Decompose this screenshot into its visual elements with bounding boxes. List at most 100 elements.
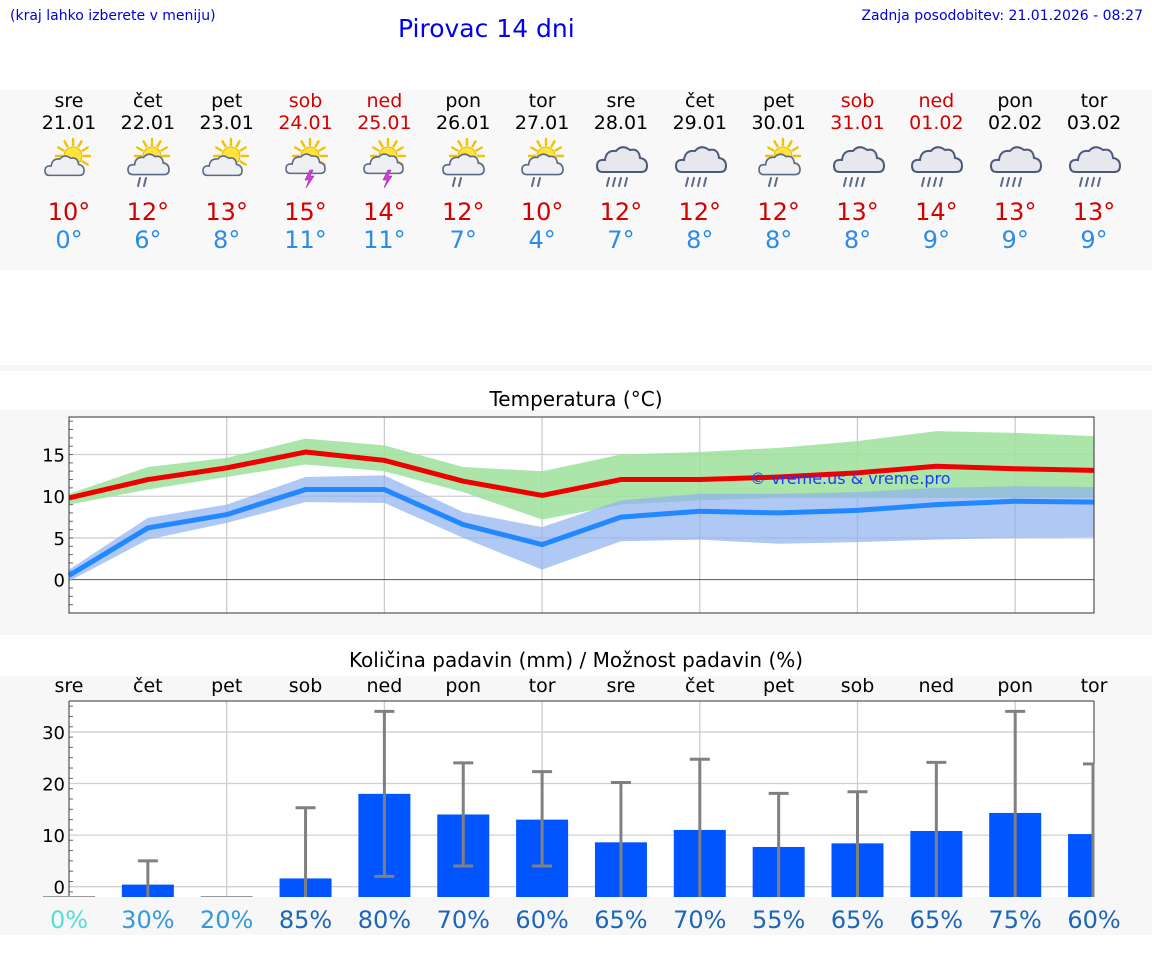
- plot-frame: [68, 416, 1095, 614]
- x-tick-label: pon: [997, 675, 1033, 697]
- precipitation-probability: 65%: [594, 906, 647, 934]
- day-name: tor: [528, 90, 556, 112]
- precipitation-probability: 70%: [437, 906, 490, 934]
- y-tick-label: 0: [54, 571, 65, 592]
- x-tick-label: pet: [211, 675, 242, 697]
- cloud-part: [911, 146, 964, 173]
- cloud-part: [832, 146, 885, 173]
- cloud-part: [44, 155, 85, 177]
- cloud-part: [521, 153, 564, 176]
- precipitation-probability: 70%: [673, 906, 726, 934]
- day-name: sre: [54, 90, 84, 112]
- precipitation-chart-title: Količina padavin (mm) / Možnost padavin …: [348, 648, 804, 672]
- day-name: ned: [366, 90, 403, 112]
- y-tick-label: 5: [54, 529, 65, 550]
- max-temperature-line: [68, 449, 1095, 501]
- sun-cloud-rain-icon: [757, 138, 801, 187]
- min-temperature: 9°: [1001, 226, 1029, 254]
- temperature-chart: 0 5 10 15 © vreme.us & vreme.pro: [42, 416, 1095, 614]
- day-date: 29.01: [672, 112, 727, 134]
- daily-forecast-strip: sre 21.01 10° 0° čet 22.01 12° 6° pet 23.01 13° 8° s…: [0, 90, 1152, 270]
- min-temperature: 9°: [922, 226, 950, 254]
- max-temperature: 12°: [126, 198, 170, 226]
- precipitation-bar: [1068, 834, 1094, 897]
- x-tick-label: sre: [606, 675, 635, 697]
- min-temperature: 6°: [134, 226, 162, 254]
- precipitation-chart: 0 10 20 30 sre čet pet sob ned pon tor sre čet pet sob…: [42, 675, 1121, 934]
- precipitation-bar: [200, 896, 253, 897]
- cloud-part: [363, 153, 405, 175]
- y-tick-label: 10: [42, 487, 65, 508]
- y-tick-label: 10: [42, 826, 65, 847]
- cloud-heavy-rain-icon: [832, 146, 885, 187]
- min-temperature: 8°: [213, 226, 241, 254]
- max-temperature: 12°: [757, 198, 800, 226]
- max-temperature: 14°: [915, 198, 958, 226]
- sun-cloud-rain-icon: [127, 138, 171, 187]
- cloud-part: [990, 146, 1043, 173]
- day-name: ned: [918, 90, 955, 112]
- separator: [0, 365, 1152, 371]
- day-date: 27.01: [514, 112, 570, 134]
- cloud-heavy-rain-icon: [1069, 146, 1122, 187]
- y-tick-label: 30: [42, 723, 65, 744]
- max-temperature: 13°: [1072, 198, 1116, 226]
- min-temperature: 11°: [284, 226, 327, 254]
- y-tick-label: 0: [54, 878, 65, 899]
- min-temperature: 4°: [528, 226, 556, 254]
- day-date: 25.01: [357, 112, 412, 134]
- precipitation-probability: 60%: [515, 906, 568, 934]
- min-temperature: 9°: [1080, 226, 1108, 254]
- cloud-part: [757, 153, 801, 176]
- max-temperature: 14°: [363, 198, 406, 226]
- min-temperature: 7°: [607, 226, 635, 254]
- precipitation-probability: 75%: [989, 906, 1042, 934]
- day-name: pon: [997, 90, 1034, 112]
- day-name: tor: [1080, 90, 1108, 112]
- day-date: 02.02: [987, 112, 1043, 134]
- min-temperature: 8°: [843, 226, 872, 254]
- x-tick-label: ned: [367, 675, 403, 697]
- max-temperature: 13°: [205, 198, 248, 226]
- x-tick-label: pon: [445, 675, 481, 697]
- last-update: Zadnja posodobitev: 21.01.2026 - 08:27: [861, 8, 1143, 24]
- precipitation-probability: 80%: [358, 906, 411, 934]
- cloud-part: [201, 155, 243, 177]
- x-tick-label: tor: [529, 675, 556, 697]
- precipitation-probability: 0%: [50, 906, 88, 934]
- day-date: 01.02: [909, 112, 964, 134]
- cloud-part: [595, 146, 648, 173]
- x-tick-label: sre: [55, 675, 84, 697]
- day-name: čet: [685, 90, 715, 112]
- max-temperature: 13°: [993, 198, 1037, 226]
- day-date: 03.02: [1066, 112, 1122, 134]
- cloud-heavy-rain-icon: [911, 146, 964, 187]
- x-tick-label: tor: [1081, 675, 1108, 697]
- sun-thunderstorm-icon: [363, 138, 407, 189]
- min-temperature: 7°: [449, 226, 477, 254]
- day-name: pet: [211, 90, 243, 112]
- max-temperature: 10°: [520, 198, 564, 226]
- x-tick-label: sob: [841, 675, 875, 697]
- max-temperature: 12°: [441, 198, 485, 226]
- precipitation-probability: 20%: [200, 906, 253, 934]
- day-name: pet: [763, 90, 795, 112]
- min-temperature: 8°: [686, 226, 714, 254]
- max-temperature: 10°: [47, 198, 91, 226]
- location-hint: (kraj lahko izberete v meniju): [10, 8, 216, 24]
- day-name: sob: [288, 90, 323, 112]
- day-date: 23.01: [199, 112, 254, 134]
- x-tick-label: ned: [918, 675, 954, 697]
- sun-thunderstorm-icon: [284, 138, 328, 189]
- min-temperature: 8°: [765, 226, 793, 254]
- min-temperature: 11°: [363, 226, 406, 254]
- cloud-part: [1069, 146, 1122, 173]
- max-temperature: 12°: [678, 198, 722, 226]
- day-date: 28.01: [593, 112, 649, 134]
- day-date: 31.01: [830, 112, 885, 134]
- precipitation-probability: 65%: [910, 906, 963, 934]
- cloud-heavy-rain-icon: [595, 146, 648, 187]
- max-temperature: 15°: [284, 198, 327, 226]
- sun-cloud-rain-icon: [442, 138, 486, 187]
- day-name: sre: [606, 90, 636, 112]
